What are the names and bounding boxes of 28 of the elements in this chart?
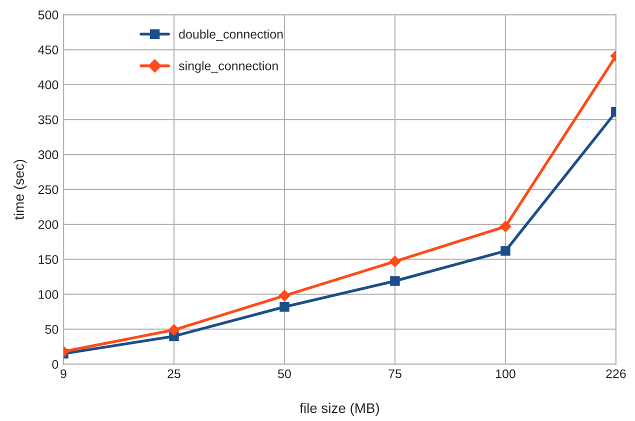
x-axis-title: file size (MB): [300, 402, 379, 416]
point: [389, 256, 401, 268]
x-tick-label: 226: [606, 369, 626, 378]
y-tick-label: 300: [38, 150, 58, 160]
y-tick-label: 400: [38, 80, 58, 90]
point: [168, 324, 180, 336]
y-axis-title: time (sec): [14, 160, 27, 220]
y-tick-label: 350: [38, 115, 58, 124]
point: [390, 276, 400, 286]
y-tick-label: 100: [38, 290, 58, 299]
point: [278, 290, 290, 302]
x-tick-label: 100: [496, 369, 516, 378]
x-tick-label: 9: [60, 369, 66, 378]
legend-label: double_connection: [179, 29, 283, 42]
y-tick-label: 450: [38, 45, 58, 54]
point: [280, 302, 290, 312]
point: [500, 246, 510, 256]
x-tick-label: 25: [168, 369, 180, 378]
x-tick-label: 50: [278, 369, 291, 378]
point: [500, 220, 512, 232]
y-tick-label: 500: [38, 10, 58, 20]
y-tick-label: 0: [52, 360, 58, 369]
legend-label: single_connection: [178, 61, 278, 73]
x-tick-label: 75: [388, 369, 402, 378]
y-tick-label: 50: [45, 325, 58, 334]
y-tick-label: 150: [38, 255, 58, 264]
y-tick-label: 250: [38, 185, 58, 194]
y-tick-label: 200: [38, 220, 58, 230]
